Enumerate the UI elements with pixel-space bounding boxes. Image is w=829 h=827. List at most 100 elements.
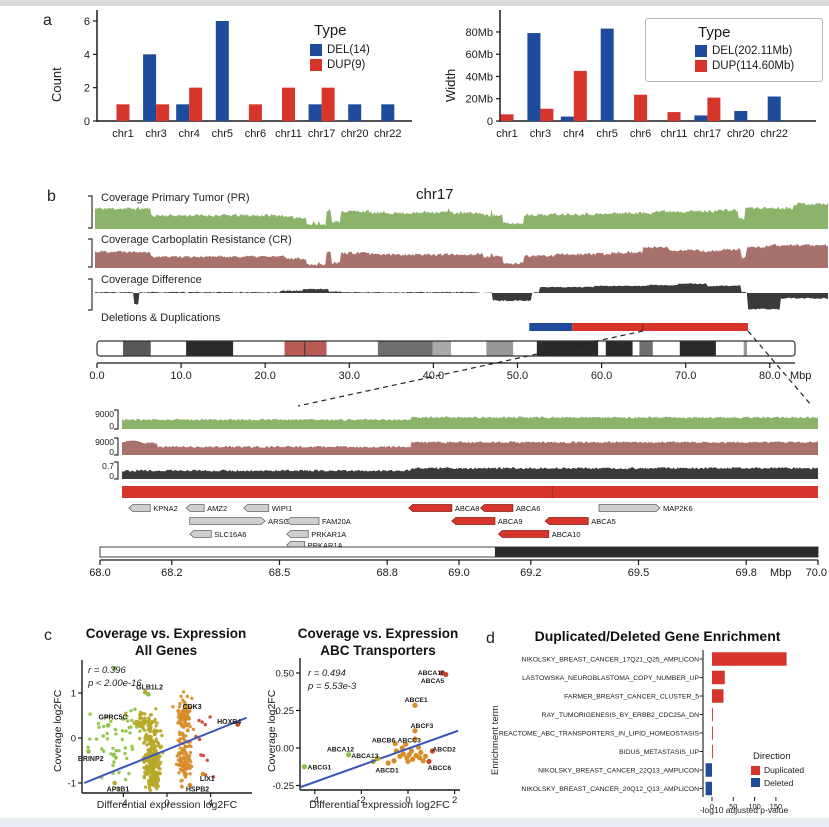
tick-label: 40.0	[423, 370, 444, 382]
tick-label: 69.5	[628, 567, 649, 579]
data-point	[86, 745, 90, 749]
data-point	[150, 742, 154, 746]
tick-label: 40Mb	[465, 71, 493, 83]
category-label: chr1	[112, 128, 133, 140]
data-point	[149, 746, 153, 750]
ideogram-band	[743, 341, 748, 356]
data-point	[154, 707, 158, 711]
bar-dup	[189, 87, 203, 121]
gene-glyph-wipi1	[242, 504, 270, 512]
data-point	[147, 782, 151, 786]
data-point	[181, 690, 186, 694]
track-label-coverage-difference: Coverage Difference	[101, 274, 202, 286]
legend-item-del: DEL(202.11Mb)	[695, 45, 792, 57]
data-point	[191, 727, 196, 731]
point-label-abcc3: ABCC3	[397, 737, 421, 744]
gene-glyph-prkar1a	[286, 530, 309, 538]
data-point	[112, 665, 117, 671]
data-point	[187, 722, 191, 726]
data-point	[410, 756, 416, 762]
data-point	[117, 770, 121, 775]
data-point	[180, 785, 184, 789]
data-point	[145, 743, 149, 747]
tick-label: 60Mb	[465, 49, 493, 61]
ideogram-band	[233, 341, 285, 356]
data-point	[142, 728, 147, 733]
legend-item-duplicated: Duplicated	[751, 765, 804, 775]
data-point	[130, 747, 135, 751]
zoom-region-black-segment	[494, 547, 818, 557]
ideogram-band	[679, 341, 716, 356]
bar-dup	[540, 108, 554, 121]
data-point	[143, 736, 147, 740]
category-label: chr17	[308, 128, 336, 140]
data-point	[88, 737, 92, 741]
tick-label: 69.2	[520, 567, 541, 579]
data-point	[183, 701, 187, 705]
gene-glyph-arsg	[189, 517, 266, 525]
scatter-abc-r-value: r = 0.494	[308, 668, 346, 679]
data-point-abcf3	[412, 728, 418, 734]
data-point	[181, 752, 185, 756]
data-point	[142, 689, 148, 695]
ideogram-band	[536, 341, 599, 356]
bar-del	[381, 104, 395, 121]
data-point	[179, 694, 183, 698]
data-point	[179, 720, 183, 725]
data-point-abca5	[443, 671, 449, 678]
data-point	[208, 715, 212, 719]
data-point	[178, 713, 183, 717]
data-point	[199, 753, 203, 757]
enrichment-term-label: REACTOME_ABC_TRANSPORTERS_IN_LIPID_HOMEO…	[499, 731, 700, 738]
legend-item-del: DEL(14)	[310, 44, 370, 56]
data-point	[150, 781, 154, 786]
ideogram-outline	[96, 340, 796, 357]
data-point	[142, 776, 147, 780]
data-point	[176, 709, 181, 713]
zoom-scale-top: 9000	[95, 437, 114, 447]
bar-dup	[116, 104, 130, 121]
data-point	[140, 716, 144, 720]
data-point	[153, 784, 157, 788]
scatter-all-r-value: r = 0.396	[88, 665, 126, 676]
ideogram-band	[632, 341, 640, 356]
data-point	[418, 749, 424, 756]
data-point	[102, 724, 106, 729]
tick-label: 4	[208, 798, 213, 809]
enrichment-ylabel: Enrichment term	[490, 705, 501, 775]
data-point	[123, 751, 127, 756]
data-point	[123, 777, 128, 782]
data-point	[178, 737, 183, 741]
data-point	[154, 786, 159, 791]
tick-label: 70.0	[806, 567, 827, 579]
data-point	[183, 775, 188, 779]
category-label: chr17	[694, 128, 722, 140]
point-label-abca5: ABCA5	[421, 678, 445, 685]
data-point	[391, 758, 397, 764]
data-point	[152, 733, 157, 737]
tick-label: 50	[729, 802, 737, 811]
bar-del	[560, 116, 574, 121]
enrichment-term-label: LASTOWSKA_NEUROBLASTOMA_COPY_NUMBER_UP	[522, 675, 699, 682]
data-point	[150, 774, 154, 778]
point-label-glb1l2: GLB1L2	[136, 685, 163, 692]
data-point	[178, 740, 182, 744]
data-point	[146, 748, 150, 752]
scatter-abc-ylabel: Coverage log2FC	[266, 689, 278, 772]
bar-del	[767, 96, 781, 121]
category-label: chr22	[374, 128, 402, 140]
data-point	[197, 737, 202, 742]
legend-swatch-dup	[310, 59, 322, 71]
category-label: chr5	[212, 128, 233, 140]
data-point	[187, 764, 191, 768]
data-point	[188, 706, 193, 710]
legend-width: Type DEL(202.11Mb) DUP(114.60Mb)	[645, 18, 823, 82]
bar-del	[215, 20, 229, 122]
data-point	[138, 713, 142, 717]
scatter-all-p-value: p < 2.00e-16	[88, 678, 142, 689]
point-label-hoxb4: HOXB4	[217, 719, 241, 726]
enrichment-bar	[712, 689, 724, 703]
tick-label: 80.0	[759, 370, 780, 382]
category-label: chr3	[530, 128, 551, 140]
category-label: chr6	[245, 128, 266, 140]
